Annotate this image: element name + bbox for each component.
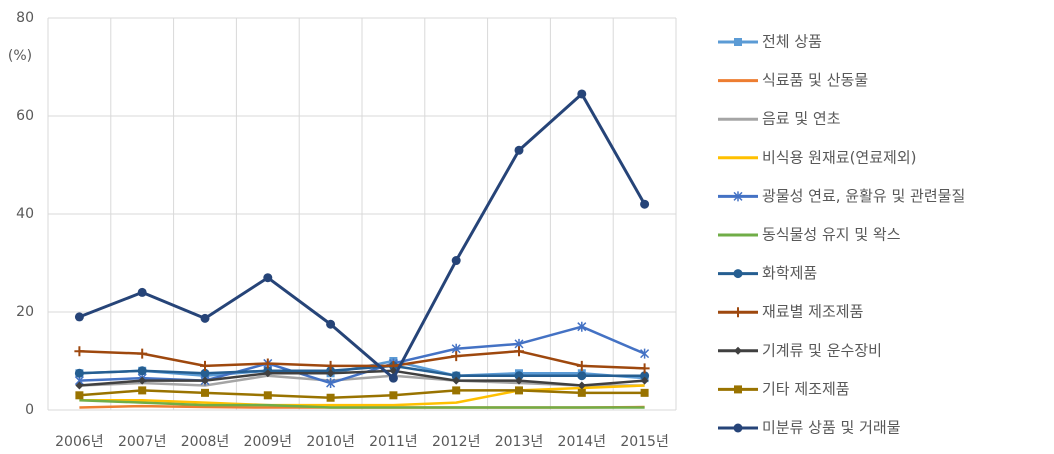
marker [640, 199, 650, 209]
x-tick-label: 2014년 [558, 434, 607, 450]
marker [514, 346, 524, 357]
x-tick-label: 2012년 [432, 434, 481, 450]
marker [263, 369, 272, 378]
series [79, 384, 645, 407]
marker [389, 391, 398, 400]
marker [137, 287, 147, 297]
marker [577, 388, 586, 397]
marker [577, 371, 587, 381]
series-line [79, 369, 645, 387]
marker [576, 360, 587, 371]
marker [514, 145, 524, 155]
marker [733, 307, 743, 318]
x-tick-label: 2008년 [181, 434, 230, 450]
marker [200, 313, 210, 323]
marker [74, 346, 85, 357]
marker [514, 371, 524, 381]
marker [138, 386, 147, 395]
marker [515, 376, 523, 385]
marker [640, 371, 650, 381]
marker [733, 423, 743, 433]
marker [75, 391, 84, 400]
marker [734, 385, 742, 394]
x-tick-label: 2010년 [306, 434, 355, 450]
marker [263, 273, 273, 283]
legend-label: 기타 제조제품 [762, 380, 850, 398]
marker [262, 358, 273, 369]
x-tick-label: 2007년 [118, 434, 167, 450]
marker [74, 312, 84, 322]
x-tick-label: 2013년 [495, 434, 544, 450]
marker [577, 321, 587, 332]
series [74, 346, 650, 374]
y-tick-label: 20 [16, 304, 34, 320]
series [75, 386, 649, 402]
marker [451, 351, 462, 362]
marker [577, 89, 587, 99]
y-tick-label: 0 [25, 402, 34, 418]
marker [640, 376, 649, 385]
marker [451, 256, 461, 266]
series-line [79, 364, 645, 377]
x-tick-label: 2015년 [620, 434, 669, 450]
legend-label: 비식용 원재료(연료제외) [762, 148, 916, 166]
marker [137, 366, 147, 376]
marker [734, 346, 742, 355]
marker [326, 319, 336, 329]
marker [325, 360, 336, 371]
marker [452, 376, 461, 385]
legend-label: 기계류 및 운수장비 [762, 341, 882, 359]
marker [75, 381, 84, 390]
series-line [79, 389, 645, 399]
marker [388, 373, 398, 383]
legend-label: 전체 상품 [762, 33, 822, 51]
series-line [79, 349, 645, 370]
x-tick-label: 2009년 [244, 434, 293, 450]
series-line [78, 92, 646, 380]
series-line [79, 384, 645, 407]
y-tick-label: 80 [16, 10, 34, 26]
marker [200, 368, 210, 378]
y-axis-label: (%) [8, 48, 32, 64]
marker [326, 393, 335, 402]
legend-label: 재료별 제조제품 [762, 303, 863, 321]
legend-label: 음료 및 연초 [762, 110, 841, 128]
marker [452, 386, 461, 395]
series [75, 366, 649, 390]
series [74, 89, 650, 383]
marker [137, 348, 148, 359]
marker [734, 38, 742, 46]
marker [74, 368, 84, 378]
marker [733, 191, 743, 202]
marker [451, 371, 461, 381]
marker [639, 363, 650, 374]
marker [326, 369, 335, 378]
marker [640, 388, 649, 397]
legend-label: 미분류 상품 및 거래물 [762, 419, 901, 437]
marker [201, 388, 209, 397]
marker [733, 269, 743, 279]
y-tick-label: 60 [16, 108, 34, 124]
series [79, 398, 645, 409]
y-tick-label: 40 [16, 206, 34, 222]
marker [138, 376, 147, 385]
x-tick-label: 2011년 [369, 434, 418, 450]
legend-label: 동식물성 유지 및 왁스 [762, 226, 901, 244]
legend-label: 식료품 및 산동물 [762, 71, 868, 89]
x-tick-label: 2006년 [55, 434, 104, 450]
marker [326, 378, 336, 389]
marker [640, 348, 650, 359]
marker [200, 360, 210, 371]
legend-label: 화학제품 [762, 264, 817, 282]
marker [201, 376, 209, 385]
legend-label: 광물성 연료, 윤활유 및 관련물질 [762, 187, 965, 205]
marker [263, 391, 272, 400]
series-line [79, 398, 645, 409]
marker [577, 381, 586, 390]
marker [515, 386, 523, 395]
